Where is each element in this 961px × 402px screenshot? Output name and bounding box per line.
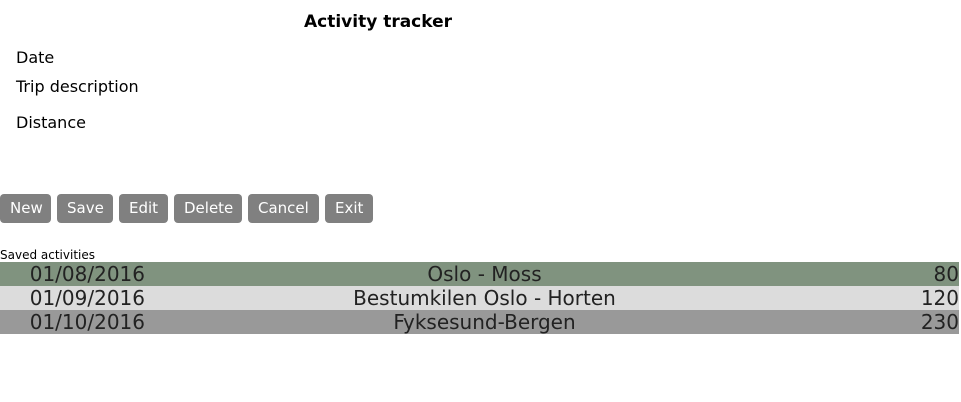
activity-description: Fyksesund-Bergen [393,310,576,334]
cancel-button[interactable]: Cancel [248,194,319,223]
saved-activities-label: Saved activities [0,248,95,262]
distance-label: Distance [16,113,86,132]
save-button[interactable]: Save [57,194,113,223]
table-row[interactable]: 01/10/2016 Fyksesund-Bergen 230 [0,310,959,334]
activity-distance: 230 [920,310,959,334]
table-row[interactable]: 01/08/2016 Oslo - Moss 80 [0,262,959,286]
trip-description-label: Trip description [16,77,139,96]
activity-description: Oslo - Moss [427,262,542,286]
activity-date: 01/09/2016 [29,286,145,310]
activities-list: 01/08/2016 Oslo - Moss 80 01/09/2016 Bes… [0,262,959,334]
page-title: Activity tracker [303,12,453,32]
edit-button[interactable]: Edit [119,194,168,223]
delete-button[interactable]: Delete [174,194,242,223]
exit-button[interactable]: Exit [325,194,373,223]
activity-distance: 120 [920,286,959,310]
new-button[interactable]: New [0,194,51,223]
activity-distance: 80 [933,262,959,286]
date-label: Date [16,48,55,67]
toolbar: New Save Edit Delete Cancel Exit [0,194,373,223]
activity-description: Bestumkilen Oslo - Horten [353,286,616,310]
activity-date: 01/10/2016 [29,310,145,334]
table-row[interactable]: 01/09/2016 Bestumkilen Oslo - Horten 120 [0,286,959,310]
activity-date: 01/08/2016 [29,262,145,286]
